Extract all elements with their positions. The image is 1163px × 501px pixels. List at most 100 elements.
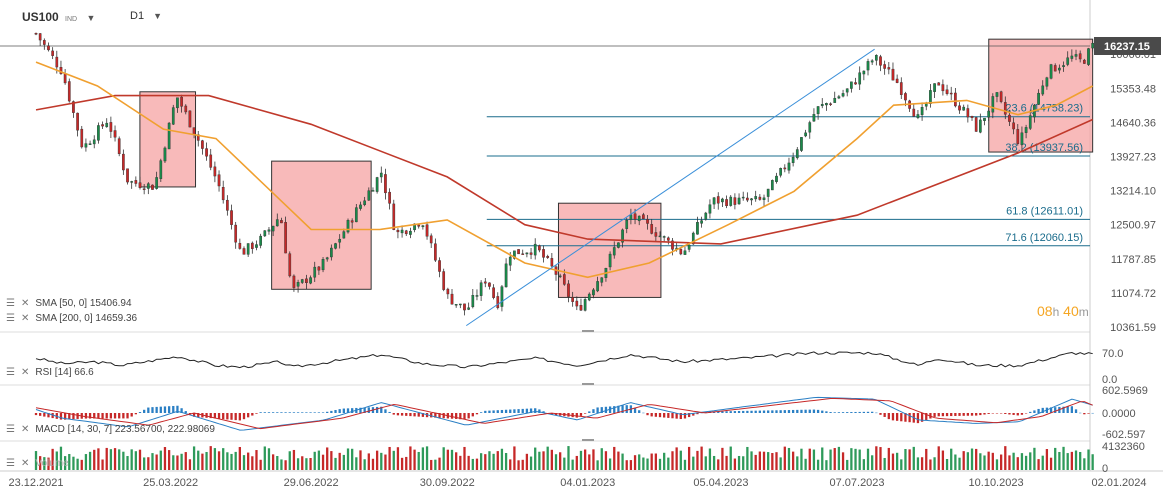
candle-body [571,297,574,302]
volume-bar [93,449,96,470]
macd-histogram-bar [180,408,183,413]
volume-bar [954,454,957,470]
volume-bar [945,459,949,470]
candle-body [88,143,92,145]
candle-body [475,295,479,297]
macd-histogram-bar [359,407,362,413]
close-icon[interactable]: ✕ [20,313,30,324]
rsi-tick-label: 70.0 [1102,348,1123,360]
timeframe-dropdown-icon[interactable]: ▼ [153,11,163,21]
volume-bar [704,456,707,470]
volume-bar [879,447,882,470]
candle-body [775,175,778,182]
macd-histogram-bar [400,413,404,416]
volume-bar [1091,454,1094,470]
candle-body [687,244,691,250]
candle-body [288,253,292,277]
macd-histogram-bar [68,413,71,420]
candle-body [463,303,466,311]
volume-bar [217,451,221,470]
candle-body [874,55,878,61]
candle-body [250,242,254,249]
volume-bar [151,453,154,470]
volume-bar [525,453,529,470]
volume-bar [442,447,445,470]
macd-histogram-bar [525,408,529,413]
close-icon[interactable]: ✕ [20,367,30,378]
macd-histogram-bar [617,405,620,413]
close-icon[interactable]: ✕ [20,424,30,435]
candle-body [587,293,591,301]
timeframe-selector[interactable]: D1 ▼ [130,10,162,22]
close-icon[interactable]: ✕ [20,458,30,469]
macd-histogram-bar [39,413,42,416]
volume-bar [34,451,38,470]
volume-bar [567,446,570,470]
candle-body [970,116,974,118]
macd-histogram-bar [663,413,666,418]
macd-histogram-bar [338,409,341,413]
macd-histogram-bar [841,412,845,413]
x-tick-label: 10.10.2023 [969,477,1024,489]
settings-icon[interactable]: ☰ [6,458,15,469]
volume-bar [496,451,499,470]
volume-bar [205,451,208,470]
candle-body [962,106,966,111]
candle-body [1037,92,1040,105]
candle-body [937,82,941,86]
candle-body [862,70,866,75]
volume-bar [1083,458,1086,470]
volume-bar [712,455,716,470]
volume-bar [251,456,254,470]
candle-body [421,225,425,228]
candle-body [384,174,387,194]
macd-histogram-bar [916,413,920,424]
volume-bar [592,449,595,470]
y-tick-label: 13927.23 [1110,151,1156,163]
volume-bar [891,453,895,470]
volume-bar [355,457,358,470]
volume-bar [937,446,940,470]
candle-body [359,204,362,209]
settings-icon[interactable]: ☰ [6,313,15,324]
rsi-legend[interactable]: ☰ ✕ RSI [14] 66.6 [6,367,94,378]
volume-bar [209,446,212,470]
macd-histogram-bar [205,413,208,418]
candle-body [488,282,491,287]
candle-body [184,105,188,113]
candle-body [883,64,886,69]
volume-bar [80,459,83,470]
volume-legend[interactable]: ☰ ✕ Volume [6,458,69,469]
candle-body [870,60,874,63]
macd-histogram-bar [484,410,487,413]
macd-legend[interactable]: ☰ ✕ MACD [14, 30, 7] 223.56700, 222.98069 [6,424,215,435]
macd-histogram-bar [234,413,237,421]
macd-histogram-bar [93,413,96,419]
y-tick-label: 13214.10 [1110,186,1156,198]
volume-bar [667,457,670,470]
volume-bar [363,459,366,470]
close-icon[interactable]: ✕ [20,298,30,309]
macd-histogram-bar [1004,413,1007,414]
macd-histogram-bar [762,410,766,413]
settings-icon[interactable]: ☰ [6,298,15,309]
settings-icon[interactable]: ☰ [6,424,15,435]
candle-body [142,188,146,190]
candle-body [338,238,342,243]
symbol-selector[interactable]: US100 IND ▼ [22,10,95,24]
volume-bar [979,453,982,470]
candle-body [808,122,812,133]
volume-bar [351,448,354,470]
settings-icon[interactable]: ☰ [6,367,15,378]
sma50-legend[interactable]: ☰ ✕ SMA [50, 0] 15406.94 [6,298,132,309]
candle-body [766,188,770,197]
macd-histogram-bar [292,412,296,413]
macd-histogram-bar [434,413,437,418]
volume-bar [188,459,192,470]
sma200-legend[interactable]: ☰ ✕ SMA [200, 0] 14659.36 [6,313,137,324]
volume-bar [359,450,362,470]
macd-histogram-bar [937,413,940,417]
candle-body [517,249,520,255]
symbol-dropdown-icon[interactable]: ▼ [86,13,96,23]
